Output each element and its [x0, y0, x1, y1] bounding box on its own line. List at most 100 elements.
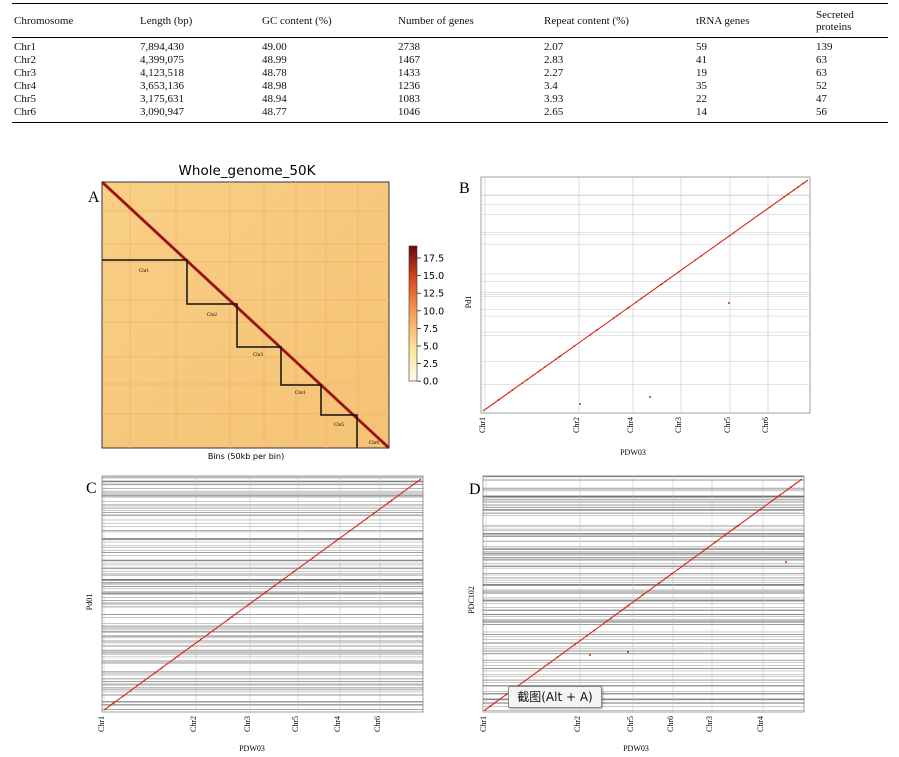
cell-repeat: 3.93 — [544, 93, 564, 105]
dotplot-d-xlabel: PDW03 — [623, 744, 649, 753]
panel-a-letter: A — [88, 189, 100, 206]
xtick-label: Chr2 — [573, 716, 582, 732]
cell-genes: 2738 — [398, 41, 420, 53]
genome-stats-table: Chromosome Length (bp) GC content (%) Nu… — [12, 3, 888, 123]
xtick-label: Chr3 — [705, 716, 714, 732]
dotplot-b-xlabel: PDW03 — [620, 448, 646, 457]
xtick-label: Chr3 — [674, 417, 683, 433]
colorbar-tick-label: 12.5 — [423, 289, 444, 300]
xtick-label: Chr6 — [666, 716, 675, 732]
colorbar-ticks: 17.5 15.0 12.5 10.0 7.5 5.0 2.5 0.0 — [417, 254, 444, 388]
xtick-label: Chr4 — [756, 716, 765, 732]
heatmap-texture — [102, 182, 389, 448]
cell-gc: 48.94 — [262, 93, 287, 105]
colorbar-tick-label: 17.5 — [423, 254, 444, 265]
dotplot-c-ylabel: Pd01 — [85, 594, 94, 610]
cell-length: 3,653,136 — [140, 80, 184, 92]
panel-b: B Chr1 Chr2 Chr4 Chr3 Chr5 Chr6 PDW03 Pd1 — [459, 176, 811, 457]
colorbar — [408, 245, 418, 382]
dotplot-c-xlabel: PDW03 — [239, 744, 265, 753]
cell-trna: 14 — [696, 106, 707, 118]
table-row: Chr5 3,175,631 48.94 1083 3.93 22 47 — [12, 93, 888, 106]
xtick-label: Chr1 — [479, 716, 488, 732]
colorbar-tick-label: 10.0 — [423, 306, 444, 317]
dotplot-c-xticks: Chr1 Chr2 Chr3 Chr5 Chr4 Chr6 — [97, 716, 382, 732]
cell-trna: 22 — [696, 93, 707, 105]
heatmap-title: Whole_genome_50K — [179, 163, 317, 179]
dotplot-b-alignment — [482, 179, 809, 412]
table-header-row: Chromosome Length (bp) GC content (%) Nu… — [12, 3, 888, 38]
header-chromosome: Chromosome — [14, 15, 74, 27]
heatmap-chrom-label: Chr1 — [139, 269, 150, 274]
heatmap-chrom-label: Chr4 — [295, 391, 306, 396]
xtick-label: Chr4 — [333, 716, 342, 732]
header-repeat: Repeat content (%) — [544, 15, 629, 27]
panel-d: D Chr1 Chr2 Chr5 Chr6 Chr3 Chr4 PDW03 PDC102 — [467, 475, 805, 753]
cell-secreted: 63 — [816, 54, 827, 66]
cell-genes: 1046 — [398, 106, 420, 118]
cell-secreted: 52 — [816, 80, 827, 92]
heatmap-xlabel: Bins (50kb per bin) — [208, 452, 284, 461]
heatmap-chrom-label: Chr5 — [334, 423, 345, 428]
xtick-label: Chr6 — [373, 716, 382, 732]
cell-genes: 1433 — [398, 67, 420, 79]
panel-c: C Chr1 Chr2 Chr3 Chr5 Chr4 Chr6 PDW03 Pd01 — [85, 475, 424, 753]
cell-chromosome: Chr3 — [14, 67, 36, 79]
cell-repeat: 2.07 — [544, 41, 564, 53]
cell-genes: 1467 — [398, 54, 420, 66]
colorbar-tick-label: 2.5 — [423, 359, 438, 370]
dotplot-d-xticks: Chr1 Chr2 Chr5 Chr6 Chr3 Chr4 — [479, 716, 765, 732]
dotplot-d-ylabel: PDC102 — [467, 586, 476, 614]
header-genes: Number of genes — [398, 15, 474, 27]
colorbar-tick-label: 0.0 — [423, 377, 438, 388]
dotplot-b-xticks: Chr1 Chr2 Chr4 Chr3 Chr5 Chr6 — [478, 417, 770, 433]
cell-trna: 41 — [696, 54, 707, 66]
chromosome-boundaries — [102, 259, 358, 448]
table-row: Chr4 3,653,136 48.98 1236 3.4 35 52 — [12, 80, 888, 93]
heatmap-chrom-label: Chr3 — [253, 353, 264, 358]
cell-repeat: 2.65 — [544, 106, 564, 118]
header-length: Length (bp) — [140, 15, 193, 27]
cell-length: 4,399,075 — [140, 54, 184, 66]
cell-genes: 1083 — [398, 93, 420, 105]
table-row: Chr2 4,399,075 48.99 1467 2.83 41 63 — [12, 54, 888, 67]
heatmap-chrom-label: Chr6 — [369, 441, 380, 446]
cell-length: 3,090,947 — [140, 106, 184, 118]
cell-chromosome: Chr1 — [14, 41, 36, 53]
cell-secreted: 139 — [816, 41, 833, 53]
header-trna: tRNA genes — [696, 15, 750, 27]
panel-c-letter: C — [86, 480, 97, 497]
cell-length: 4,123,518 — [140, 67, 184, 79]
xtick-label: Chr2 — [572, 417, 581, 433]
xtick-label: Chr4 — [626, 417, 635, 433]
cell-gc: 48.99 — [262, 54, 287, 66]
table-row: Chr6 3,090,947 48.77 1046 2.65 14 56 — [12, 106, 888, 123]
cell-chromosome: Chr5 — [14, 93, 36, 105]
cell-gc: 49.00 — [262, 41, 287, 53]
colorbar-tick-label: 15.0 — [423, 271, 444, 282]
cell-length: 7,894,430 — [140, 41, 184, 53]
panel-a: A Whole_genome_50K Chr1 Chr2 Chr3 Chr4 C… — [88, 163, 444, 461]
panel-d-letter: D — [469, 481, 481, 498]
colorbar-tick-label: 7.5 — [423, 324, 438, 335]
table-row: Chr3 4,123,518 48.78 1433 2.27 19 63 — [12, 67, 888, 80]
panel-b-letter: B — [459, 180, 470, 197]
xtick-label: Chr5 — [291, 716, 300, 732]
cell-length: 3,175,631 — [140, 93, 184, 105]
table-row: Chr1 7,894,430 49.00 2738 2.07 59 139 — [12, 38, 888, 55]
xtick-label: Chr5 — [723, 417, 732, 433]
cell-gc: 48.78 — [262, 67, 287, 79]
screenshot-tooltip: 截图(Alt + A) — [508, 686, 602, 708]
cell-trna: 59 — [696, 41, 707, 53]
xtick-label: Chr6 — [761, 417, 770, 433]
header-gc: GC content (%) — [262, 15, 332, 27]
cell-secreted: 47 — [816, 93, 827, 105]
dotplot-d-alignment — [484, 478, 803, 711]
xtick-label: Chr5 — [626, 716, 635, 732]
heatmap-chrom-label: Chr2 — [207, 313, 218, 318]
cell-repeat: 3.4 — [544, 80, 558, 92]
cell-secreted: 63 — [816, 67, 827, 79]
cell-gc: 48.77 — [262, 106, 287, 118]
colorbar-tick-label: 5.0 — [423, 342, 438, 353]
